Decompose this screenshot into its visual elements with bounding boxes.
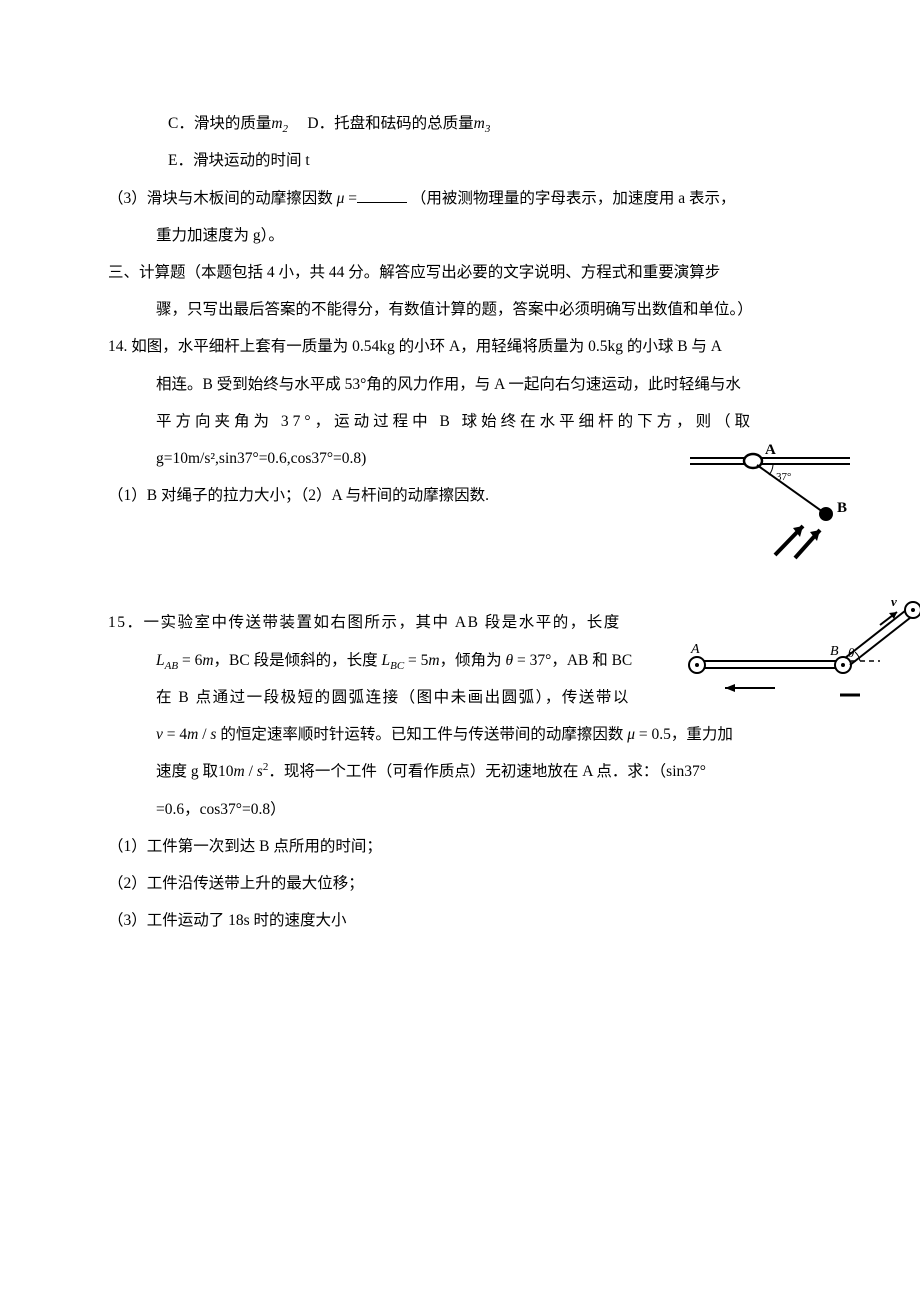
q15-LAB-sub: AB	[165, 660, 178, 672]
q15-l2b: = 6	[178, 652, 202, 669]
q14-s1: （1）B 对绳子的拉力大小；（2）A 与杆间的动摩擦因数.	[108, 487, 489, 504]
section3-line1: 三、计算题（本题包括 4 小，共 44 分。解答应写出必要的文字说明、方程式和重…	[108, 254, 812, 291]
option-d-var: m	[474, 115, 485, 132]
q15-l4b: = 4	[163, 726, 187, 743]
option-d-label: D．托盘和砝码的总质量	[307, 115, 473, 132]
fig14-label-b: B	[837, 500, 847, 516]
sub3-prefix: （3）滑块与木板间的动摩擦因数	[108, 190, 333, 207]
wind-arrows-icon	[775, 526, 820, 558]
q15-line5: 速度 g 取10m / s2．现将一个工件（可看作质点）无初速地放在 A 点．求…	[108, 753, 812, 790]
sub3-tail: 重力加速度为 g）。	[156, 227, 284, 244]
q15-l5: 速度 g 取10	[156, 763, 234, 780]
option-d-sub: 3	[485, 123, 491, 135]
sub3-line2: 重力加速度为 g）。	[108, 217, 812, 254]
fig14-angle: 37°	[776, 471, 791, 483]
q15-l3: 在 B 点通过一段极短的圆弧连接（图中未画出圆弧），传送带以	[156, 689, 630, 706]
q15-l2j: = 37°，AB 和 BC	[513, 652, 632, 669]
q14-l4: g=10m/s²,sin37°=0.6,cos37°=0.8)	[156, 450, 366, 467]
fig15-label-a: A	[690, 642, 700, 657]
q15-l4c: m	[187, 726, 198, 743]
q15-l5b: /	[245, 763, 257, 780]
q15-l2g: m	[428, 652, 439, 669]
section3-head: 三、计算题（本题包括 4 小，共 44 分。解答应写出必要的文字说明、方程式和重…	[108, 264, 720, 281]
q15-l1: 15．一实验室中传送带装置如右图所示，其中 AB 段是水平的，长度	[108, 614, 621, 631]
option-c-label: C．滑块的质量	[168, 115, 271, 132]
fig15-label-b: B	[830, 644, 839, 659]
q15-l2d: ，BC 段是倾斜的，长度	[214, 652, 378, 669]
q15-line6: =0.6，cos37°=0.8）	[108, 791, 812, 828]
q15-sub3: （3）工件运动了 18s 时的速度大小	[108, 902, 812, 939]
q15-l2h: ，倾角为	[440, 652, 502, 669]
q15-sub2: （2）工件沿传送带上升的最大位移；	[108, 865, 812, 902]
option-e-row: E．滑块运动的时间 t	[108, 142, 812, 179]
q14-l1: 14. 如图，水平细杆上套有一质量为 0.54kg 的小环 A，用轻绳将质量为 …	[108, 338, 722, 355]
q15-l5d: ．现将一个工件（可看作质点）无初速地放在 A 点．求：（sin37°	[268, 763, 706, 780]
sub3-line1: （3）滑块与木板间的动摩擦因数 μ = （用被测物理量的字母表示，加速度用 a …	[108, 180, 812, 217]
q15-l4f: 的恒定速率顺时针运转。已知工件与传送带间的动摩擦因数	[216, 726, 623, 743]
q15-LBC-sub: BC	[390, 660, 404, 672]
q15-v: v	[156, 726, 163, 743]
fig15-v: v	[891, 595, 897, 609]
q15-l2f: = 5	[404, 652, 428, 669]
q15-l6: =0.6，cos37°=0.8）	[156, 801, 286, 818]
q15-LBC: L	[381, 652, 390, 669]
fig14-label-a: A	[765, 442, 776, 458]
q14-l2: 相连。B 受到始终与水平成 53°角的风力作用，与 A 一起向右匀速运动，此时轻…	[156, 376, 741, 393]
sub3-blank	[357, 186, 407, 203]
q15-s2: （2）工件沿传送带上升的最大位移；	[108, 875, 364, 892]
q14-line2: 相连。B 受到始终与水平成 53°角的风力作用，与 A 一起向右匀速运动，此时轻…	[108, 366, 812, 403]
q15-l4d: /	[198, 726, 210, 743]
sub3-mu: μ	[337, 190, 345, 207]
q15-l5a: m	[234, 763, 245, 780]
q14-line1: 14. 如图，水平细杆上套有一质量为 0.54kg 的小环 A，用轻绳将质量为 …	[108, 328, 812, 365]
q15-mu: μ	[627, 726, 635, 743]
option-c-var: m	[271, 115, 282, 132]
q14-l3: 平方向夹角为 37°，运动过程中 B 球始终在水平细杆的下方，则（取	[156, 413, 754, 430]
q15-s1: （1）工件第一次到达 B 点所用的时间；	[108, 838, 382, 855]
q15-l2c: m	[202, 652, 213, 669]
figure-14-svg: A 37° B	[690, 440, 860, 560]
q14-line3: 平方向夹角为 37°，运动过程中 B 球始终在水平细杆的下方，则（取	[108, 403, 812, 440]
option-c-sub: 2	[283, 123, 289, 135]
section3-tail: 骤，只写出最后答案的不能得分，有数值计算的题，答案中必须明确写出数值和单位。）	[156, 301, 753, 318]
page-root: C．滑块的质量m2 D．托盘和砝码的总质量m3 E．滑块运动的时间 t （3）滑…	[0, 0, 920, 999]
option-cd-row: C．滑块的质量m2 D．托盘和砝码的总质量m3	[108, 105, 812, 142]
option-e-label: E．滑块运动的时间 t	[168, 152, 310, 169]
figure-15: A B θ v	[685, 595, 920, 729]
section3-line2: 骤，只写出最后答案的不能得分，有数值计算的题，答案中必须明确写出数值和单位。）	[108, 291, 812, 328]
figure-15-svg: A B θ v	[685, 595, 920, 715]
sub3-suffix: （用被测物理量的字母表示，加速度用 a 表示，	[411, 190, 736, 207]
q15-theta: θ	[506, 652, 514, 669]
q15-s3: （3）工件运动了 18s 时的速度大小	[108, 912, 347, 929]
q15-sub1: （1）工件第一次到达 B 点所用的时间；	[108, 828, 812, 865]
figure-14: A 37° B	[690, 440, 860, 574]
q15-LAB: L	[156, 652, 165, 669]
sub3-eq: =	[348, 190, 357, 207]
